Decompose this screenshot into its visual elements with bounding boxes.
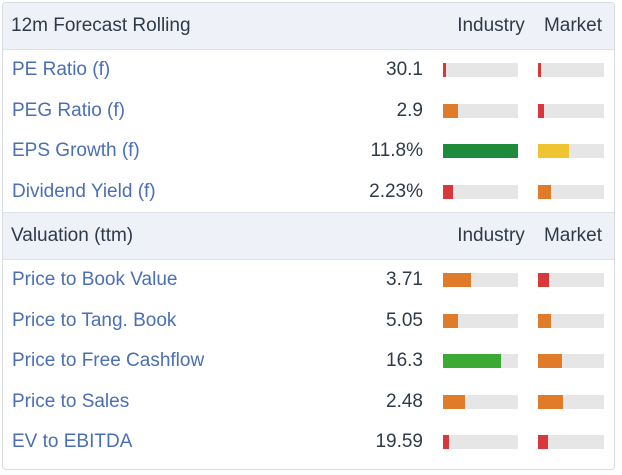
market-column-header: Market	[543, 225, 603, 246]
forecast-section: 12m Forecast Rolling Industry Market PE …	[3, 3, 614, 212]
metric-link[interactable]: Dividend Yield (f)	[12, 180, 156, 202]
market-comparison-bar	[538, 354, 604, 369]
industry-comparison-bar-fill	[443, 144, 518, 159]
industry-comparison-bar-fill	[443, 394, 465, 409]
industry-comparison-bar	[443, 63, 518, 78]
market-comparison-bar	[538, 313, 604, 328]
metric-rows: PE Ratio (f) 30.1 PEG Ratio (f) 2.9 EPS Grow…	[3, 50, 614, 212]
market-comparison-bar-fill	[538, 435, 548, 450]
metric-value: 11.8%	[370, 140, 423, 162]
section-header: 12m Forecast Rolling Industry Market	[3, 3, 614, 50]
industry-comparison-bar-fill	[443, 184, 453, 199]
market-comparison-bar	[538, 103, 604, 118]
industry-column-header: Industry	[457, 225, 525, 246]
industry-comparison-bar	[443, 103, 518, 118]
metric-value: 30.1	[386, 59, 423, 81]
industry-comparison-bar-fill	[443, 354, 501, 369]
metric-value: 19.59	[375, 431, 423, 453]
metric-value: 2.48	[386, 390, 423, 412]
metric-row: EPS Growth (f) 11.8%	[3, 131, 614, 172]
metric-rows: Price to Book Value 3.71 Price to Tang. Bo…	[3, 260, 614, 463]
market-comparison-bar-fill	[538, 394, 564, 409]
market-comparison-bar-fill	[538, 354, 562, 369]
metric-row: Price to Sales 2.48	[3, 382, 614, 423]
market-comparison-bar-fill	[538, 63, 541, 78]
metric-row: Dividend Yield (f) 2.23%	[3, 172, 614, 213]
section-title: 12m Forecast Rolling	[11, 15, 191, 36]
industry-comparison-bar	[443, 184, 518, 199]
metric-value: 2.23%	[369, 180, 423, 202]
industry-comparison-bar-fill	[443, 63, 446, 78]
metric-row: Price to Tang. Book 5.05	[3, 301, 614, 342]
metric-value: 2.9	[396, 99, 423, 121]
industry-comparison-bar-fill	[443, 435, 449, 450]
valuation-section: Valuation (ttm) Industry Market Price to…	[3, 212, 614, 463]
metric-value: 3.71	[386, 269, 423, 291]
section-title: Valuation (ttm)	[11, 225, 134, 246]
market-comparison-bar	[538, 435, 604, 450]
valuation-panel: 12m Forecast Rolling Industry Market PE …	[2, 2, 615, 470]
industry-comparison-bar-fill	[443, 273, 471, 288]
market-comparison-bar-fill	[538, 144, 570, 159]
industry-column-header: Industry	[457, 15, 525, 36]
market-comparison-bar-fill	[538, 103, 544, 118]
metric-row: Price to Free Cashflow 16.3	[3, 341, 614, 382]
metric-link[interactable]: EV to EBITDA	[12, 431, 133, 453]
market-comparison-bar	[538, 63, 604, 78]
industry-comparison-bar	[443, 144, 518, 159]
metric-link[interactable]: PEG Ratio (f)	[12, 99, 125, 121]
metric-value: 16.3	[386, 350, 423, 372]
industry-comparison-bar	[443, 394, 518, 409]
metric-link[interactable]: PE Ratio (f)	[12, 59, 111, 81]
metric-link[interactable]: Price to Free Cashflow	[12, 350, 205, 372]
metric-link[interactable]: EPS Growth (f)	[12, 140, 140, 162]
industry-comparison-bar	[443, 435, 518, 450]
industry-comparison-bar	[443, 313, 518, 328]
metric-row: Price to Book Value 3.71	[3, 260, 614, 301]
metric-link[interactable]: Price to Sales	[12, 390, 130, 412]
metric-value: 5.05	[386, 309, 423, 331]
market-comparison-bar-fill	[538, 313, 552, 328]
industry-comparison-bar-fill	[443, 103, 458, 118]
market-comparison-bar	[538, 144, 604, 159]
metric-link[interactable]: Price to Book Value	[12, 269, 178, 291]
market-comparison-bar-fill	[538, 184, 552, 199]
market-comparison-bar	[538, 394, 604, 409]
metric-row: PEG Ratio (f) 2.9	[3, 91, 614, 132]
market-comparison-bar	[538, 273, 604, 288]
metric-row: PE Ratio (f) 30.1	[3, 50, 614, 91]
market-comparison-bar	[538, 184, 604, 199]
metric-link[interactable]: Price to Tang. Book	[12, 309, 177, 331]
industry-comparison-bar	[443, 273, 518, 288]
section-header: Valuation (ttm) Industry Market	[3, 212, 614, 260]
industry-comparison-bar	[443, 354, 518, 369]
metric-row: EV to EBITDA 19.59	[3, 422, 614, 463]
market-comparison-bar-fill	[538, 273, 550, 288]
industry-comparison-bar-fill	[443, 313, 458, 328]
market-column-header: Market	[543, 15, 603, 36]
